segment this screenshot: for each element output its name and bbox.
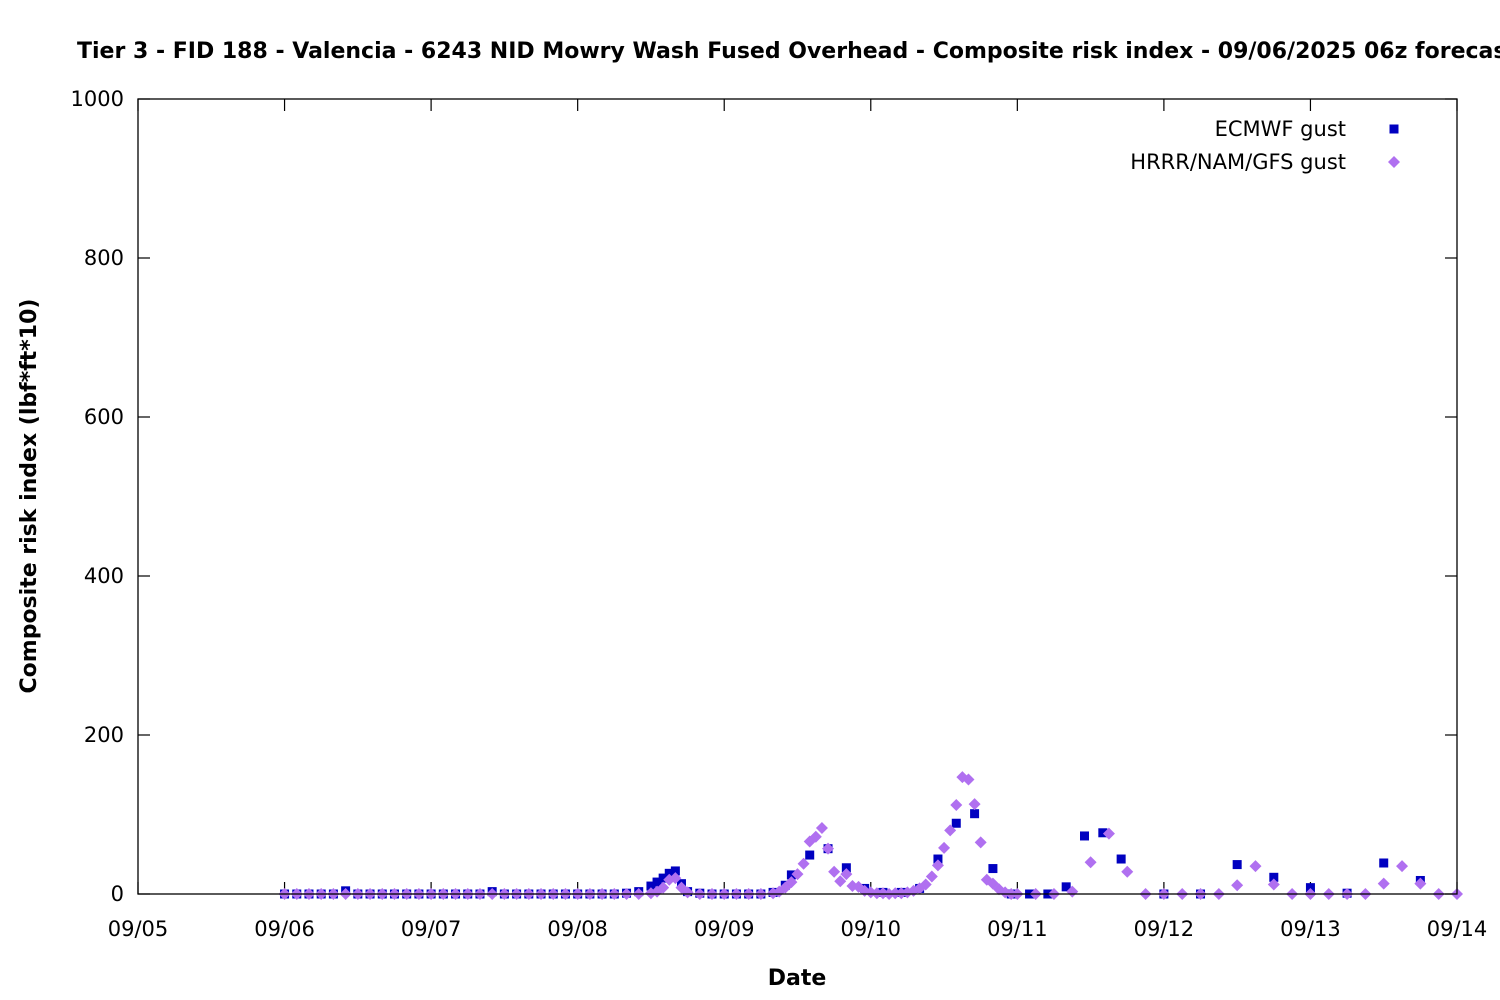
data-point <box>889 887 902 900</box>
data-point <box>974 836 987 849</box>
data-point <box>669 872 682 885</box>
data-point <box>786 870 796 880</box>
legend-marker <box>1388 156 1400 168</box>
data-point <box>822 842 835 855</box>
data-point <box>1377 877 1390 890</box>
data-point <box>1116 854 1126 864</box>
data-point <box>970 809 980 819</box>
y-tick-label: 800 <box>84 246 124 270</box>
data-point <box>919 878 932 891</box>
data-point <box>950 798 963 811</box>
y-tick-label: 1000 <box>71 87 124 111</box>
x-tick-label: 09/05 <box>108 917 169 941</box>
data-point <box>658 873 668 883</box>
data-point <box>938 841 951 854</box>
data-point <box>828 865 841 878</box>
x-tick-label: 09/14 <box>1427 917 1488 941</box>
chart-title: Tier 3 - FID 188 - Valencia - 6243 NID M… <box>77 39 1500 64</box>
data-point <box>805 850 815 860</box>
legend-label: HRRR/NAM/GFS gust <box>1130 150 1346 174</box>
data-point <box>962 773 975 786</box>
data-point <box>1061 882 1071 892</box>
y-tick-label: 200 <box>84 723 124 747</box>
data-point <box>1269 872 1279 882</box>
y-tick-label: 600 <box>84 405 124 429</box>
x-tick-label: 09/09 <box>694 917 755 941</box>
x-tick-label: 09/07 <box>401 917 462 941</box>
series-hrrr-nam-gfs <box>278 771 1463 900</box>
x-tick-label: 09/08 <box>547 917 608 941</box>
y-axis-label: Composite risk index (lbf*ft*10) <box>17 299 42 694</box>
plot-frame <box>137 98 1458 895</box>
data-point <box>657 881 670 894</box>
data-point <box>933 854 943 864</box>
data-point <box>988 864 998 874</box>
data-point <box>968 798 981 811</box>
data-point <box>785 876 798 889</box>
data-point <box>840 868 853 881</box>
data-point <box>1231 879 1244 892</box>
data-point <box>1249 860 1262 873</box>
data-point <box>1098 828 1108 838</box>
data-point <box>664 868 674 878</box>
data-point <box>652 877 662 887</box>
data-point <box>1080 831 1090 841</box>
data-point <box>1102 827 1115 840</box>
data-point <box>834 875 847 888</box>
y-tick-label: 400 <box>84 564 124 588</box>
data-point <box>931 859 944 872</box>
data-point <box>681 886 694 899</box>
data-point <box>1232 860 1242 870</box>
data-point <box>1305 883 1315 893</box>
data-point <box>944 824 957 837</box>
data-point <box>925 870 938 883</box>
data-point <box>870 887 883 900</box>
data-point <box>951 818 961 828</box>
x-tick-label: 09/06 <box>254 917 315 941</box>
x-tick-label: 09/12 <box>1134 917 1195 941</box>
x-tick-label: 09/13 <box>1280 917 1341 941</box>
data-point <box>1267 878 1280 891</box>
data-points <box>278 771 1463 900</box>
data-point <box>1121 865 1134 878</box>
data-point <box>1414 877 1427 890</box>
y-tick-label: 0 <box>111 882 124 906</box>
legend-marker <box>1389 124 1399 134</box>
data-point <box>670 866 680 876</box>
data-point <box>1084 856 1097 869</box>
legend: ECMWF gust HRRR/NAM/GFS gust <box>1130 117 1400 174</box>
data-point <box>1396 860 1409 873</box>
data-point <box>646 881 656 891</box>
data-point <box>797 857 810 870</box>
x-tick-label: 09/11 <box>987 917 1048 941</box>
data-point <box>815 822 828 835</box>
legend-label: ECMWF gust <box>1215 117 1346 141</box>
x-axis-label: Date <box>768 966 827 991</box>
data-point <box>1379 858 1389 868</box>
data-point <box>791 868 804 881</box>
x-tick-label: 09/10 <box>841 917 902 941</box>
axis-ticks: 0 200 400 600 800 1000 09/05 09/06 09/07 09/08 09/… <box>71 87 1488 941</box>
data-point <box>841 863 851 873</box>
data-point <box>809 830 822 843</box>
